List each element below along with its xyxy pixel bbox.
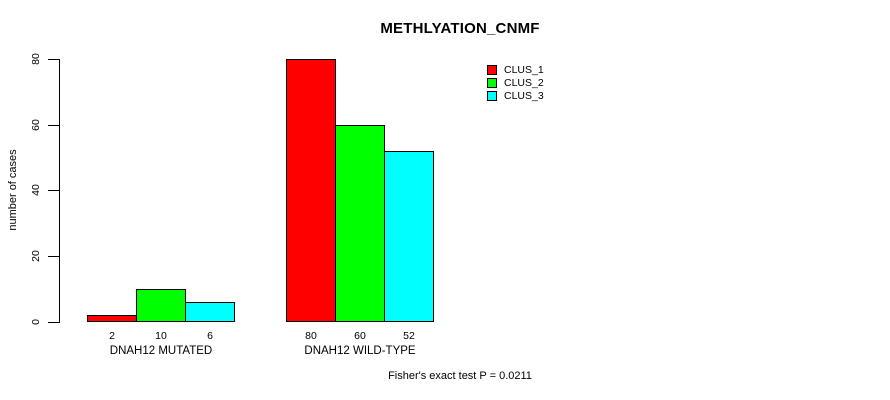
y-tick-80 bbox=[48, 59, 59, 60]
bar-clus-1-group2 bbox=[286, 59, 336, 322]
x-category-label-1: DNAH12 MUTATED bbox=[109, 345, 213, 357]
bar-value-label: 60 bbox=[354, 330, 366, 342]
bar-value-label: 52 bbox=[403, 330, 415, 342]
bar-value-label: 2 bbox=[109, 330, 115, 342]
y-tick-label-60: 60 bbox=[30, 119, 42, 131]
bar-value-label: 10 bbox=[155, 330, 167, 342]
bar-clus-2-group2 bbox=[335, 125, 385, 322]
legend-swatch-clus-3 bbox=[487, 91, 497, 101]
legend-label: CLUS_2 bbox=[504, 77, 544, 89]
y-tick-0 bbox=[48, 322, 59, 323]
legend-swatch-clus-2 bbox=[487, 78, 497, 88]
legend-swatch-clus-1 bbox=[487, 65, 497, 75]
y-tick-label-40: 40 bbox=[30, 184, 42, 196]
bar-clus-2-group1 bbox=[136, 289, 186, 322]
bar-clus-3-group2 bbox=[384, 151, 434, 322]
annotation-fishers-test: Fisher's exact test P = 0.0211 bbox=[388, 370, 532, 382]
bar-value-label: 80 bbox=[305, 330, 317, 342]
chart-title: METHLYATION_CNMF bbox=[380, 20, 540, 37]
y-axis bbox=[59, 59, 60, 323]
y-tick-label-20: 20 bbox=[30, 250, 42, 262]
y-tick-label-80: 80 bbox=[30, 53, 42, 65]
y-tick-label-0: 0 bbox=[30, 319, 42, 325]
legend-label: CLUS_1 bbox=[504, 64, 544, 76]
bar-value-label: 6 bbox=[207, 330, 213, 342]
y-tick-60 bbox=[48, 125, 59, 126]
bar-clus-1-group1 bbox=[87, 315, 137, 322]
y-tick-20 bbox=[48, 256, 59, 257]
x-category-label-2: DNAH12 WILD-TYPE bbox=[304, 345, 416, 357]
legend-label: CLUS_3 bbox=[504, 90, 544, 102]
y-tick-40 bbox=[48, 190, 59, 191]
bar-clus-3-group1 bbox=[185, 302, 235, 322]
y-axis-label: number of cases bbox=[7, 149, 19, 231]
